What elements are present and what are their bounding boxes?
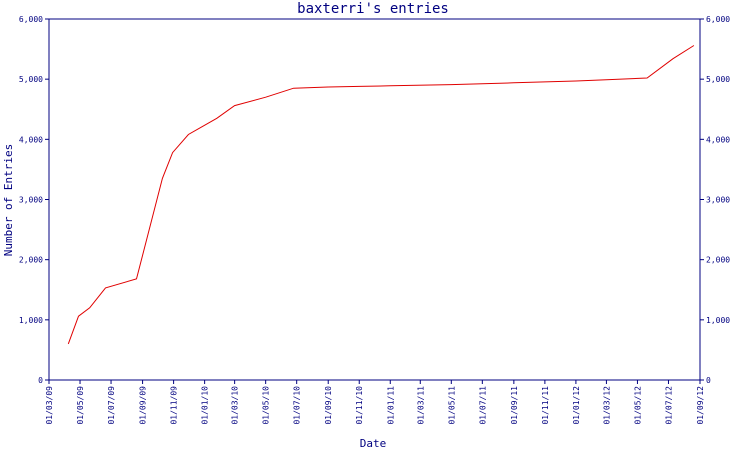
y-tick-label-right: 1,000 [706, 316, 730, 325]
y-tick-label-right: 4,000 [706, 135, 730, 144]
x-tick-label: 01/07/12 [664, 386, 673, 425]
x-tick-label: 01/03/11 [416, 386, 425, 425]
y-tick-label-left: 5,000 [19, 75, 43, 84]
x-tick-label: 01/07/09 [107, 386, 116, 425]
y-tick-label-left: 0 [38, 376, 43, 385]
x-tick-label: 01/11/10 [355, 386, 364, 425]
y-tick-label-left: 2,000 [19, 256, 43, 265]
x-tick-label: 01/03/10 [231, 386, 240, 425]
x-axis-label: Date [360, 437, 387, 450]
entries-series-line [67, 45, 695, 345]
series-group [67, 45, 695, 345]
x-tick-label: 01/05/10 [262, 386, 271, 425]
x-tick-label: 01/07/11 [478, 386, 487, 425]
y-tick-label-right: 6,000 [706, 15, 730, 24]
y-tick-label-right: 5,000 [706, 75, 730, 84]
y-axis-right: 0 1,000 2,000 3,000 4,000 5,000 6,000 [700, 15, 730, 385]
y-tick-label-left: 6,000 [19, 15, 43, 24]
x-tick-label: 01/05/11 [447, 386, 456, 425]
plot-frame [48, 18, 701, 381]
x-tick-label: 01/01/10 [201, 386, 210, 425]
x-tick-label: 01/03/09 [45, 386, 54, 425]
y-axis-label: Number of Entries [2, 144, 15, 257]
x-axis: 01/03/09 01/05/09 01/07/09 01/09/09 01/11/09… [45, 380, 705, 425]
x-tick-label: 01/09/11 [510, 386, 519, 425]
chart-title: baxterri's entries [297, 1, 449, 17]
x-tick-label: 01/09/10 [324, 386, 333, 425]
y-axis-left: 0 1,000 2,000 3,000 4,000 5,000 6,000 [19, 15, 49, 385]
x-tick-label: 01/11/11 [541, 386, 550, 425]
y-tick-label-left: 1,000 [19, 316, 43, 325]
x-tick-label: 01/11/09 [170, 386, 179, 425]
y-tick-label-left: 3,000 [19, 196, 43, 205]
y-tick-label-right: 0 [706, 376, 711, 385]
x-tick-label: 01/09/12 [696, 386, 705, 425]
y-tick-label-left: 4,000 [19, 135, 43, 144]
y-tick-label-right: 3,000 [706, 196, 730, 205]
x-tick-label: 01/05/12 [633, 386, 642, 425]
x-tick-label: 01/01/12 [572, 386, 581, 425]
x-tick-label: 01/01/11 [386, 386, 395, 425]
x-tick-label: 01/07/10 [293, 386, 302, 425]
x-tick-label: 01/05/09 [76, 386, 85, 425]
y-tick-label-right: 2,000 [706, 256, 730, 265]
x-tick-label: 01/09/09 [139, 386, 148, 425]
x-tick-label: 01/03/12 [602, 386, 611, 425]
